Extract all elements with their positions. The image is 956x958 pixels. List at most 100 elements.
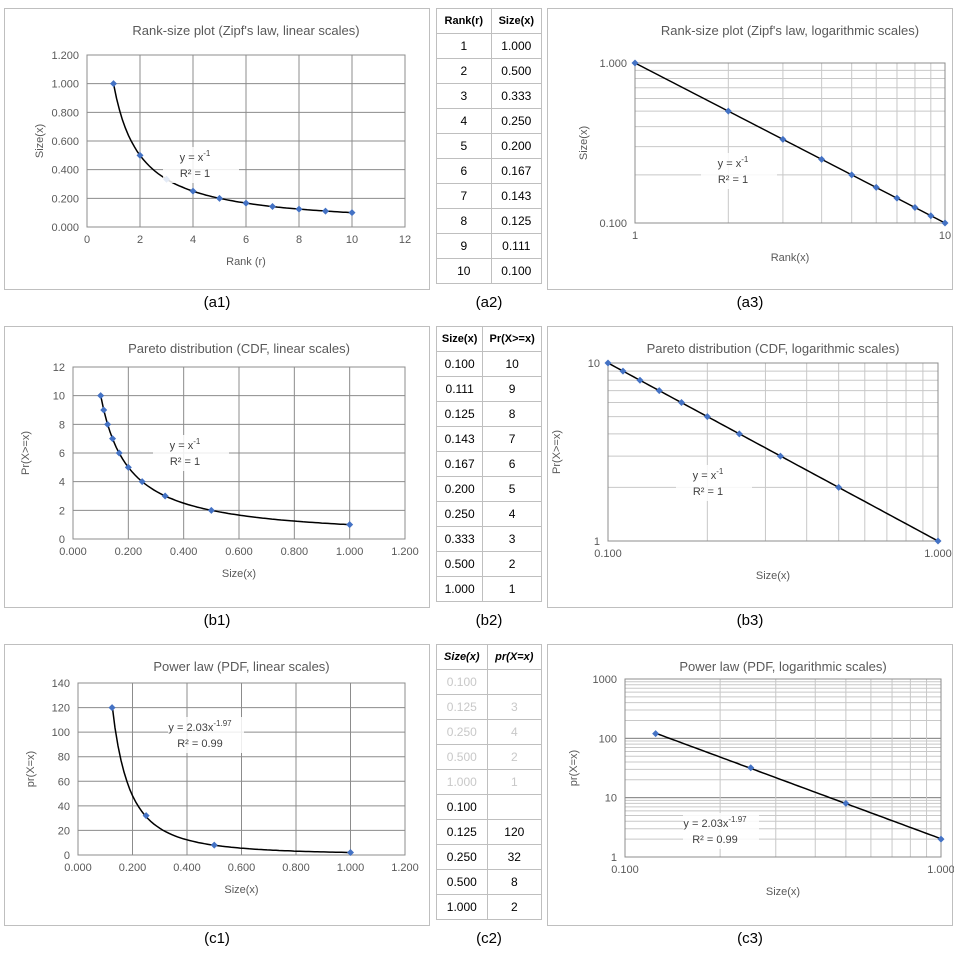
x-tick-label: 1.000	[924, 548, 952, 560]
data-point	[848, 171, 856, 179]
table-cell: 0.100	[490, 258, 543, 284]
equation-background	[683, 813, 759, 849]
x-tick-label: 0.400	[173, 862, 201, 874]
table-cell: 0.111	[435, 376, 484, 402]
table-row: 0.250 4	[436, 719, 543, 745]
table-cell: 0.250	[490, 108, 543, 134]
equation-text: y = x-1	[693, 467, 724, 482]
table-row: 0.100	[436, 794, 543, 820]
x-axis-label: Size(x)	[224, 884, 258, 896]
x-tick-label: 0.100	[594, 548, 622, 560]
data-point	[724, 107, 732, 115]
column-header: pr(X=x)	[486, 644, 543, 670]
equation-text: y = x-1	[718, 155, 749, 170]
y-tick-label: 120	[52, 703, 70, 715]
x-tick-label: 0.200	[115, 546, 143, 558]
trendline	[112, 83, 353, 214]
data-point	[747, 764, 755, 772]
y-tick-label: 10	[53, 391, 65, 403]
table-row: 0.333 3	[435, 526, 542, 552]
y-tick-label: 0.400	[51, 165, 79, 177]
x-tick-label: 1	[632, 230, 638, 242]
data-point	[216, 194, 223, 202]
y-tick-label: 100	[52, 727, 70, 739]
table-cell: 4	[482, 501, 542, 527]
data-point	[269, 203, 276, 211]
table-cell: 1	[482, 576, 542, 602]
table-cell: 8	[482, 401, 542, 427]
plot-area	[86, 54, 406, 228]
table-cell: 0.125	[436, 819, 488, 845]
data-point	[210, 841, 218, 849]
trendline	[634, 62, 946, 224]
y-tick-label: 1	[594, 536, 600, 548]
x-axis-label: Size(x)	[222, 568, 256, 580]
x-tick-label: 1.000	[337, 862, 365, 874]
chart-a1-svg: Rank-size plot (Zipf's law, linear scale…	[34, 23, 411, 268]
table-cell: 10	[482, 351, 542, 377]
table-row: 9 0.111	[436, 233, 543, 259]
data-point	[348, 209, 356, 217]
table-cell: 1.000	[436, 769, 488, 795]
table-row: 0.500 2	[435, 551, 542, 577]
y-tick-label: 20	[58, 825, 70, 837]
x-tick-label: 2	[137, 234, 143, 246]
table-cell: 32	[486, 844, 543, 870]
caption-a2: (a2)	[475, 294, 503, 311]
data-point	[161, 492, 169, 500]
table-row: 4 0.250	[436, 108, 543, 134]
gridlines	[634, 62, 946, 224]
table-cell: 5	[482, 476, 542, 502]
table-cell: 0.100	[435, 351, 484, 377]
table-row: 0.200 5	[435, 476, 542, 502]
y-tick-label: 1000	[593, 674, 617, 686]
data-point	[893, 194, 901, 202]
table-a2: Rank(r) Size(x) 1 1.000 2 0.500 3 0.333 4 0.250 5 0…	[436, 8, 543, 284]
column-header: Size(x)	[436, 644, 488, 670]
table-cell: 4	[436, 108, 492, 134]
table-cell: 8	[486, 869, 543, 895]
x-tick-label: 12	[399, 234, 411, 246]
table-row: 0.500 8	[436, 869, 543, 895]
chart-c3-svg: Power law (PDF, logarithmic scales) 1 10 10…	[568, 659, 954, 898]
table-cell: 9	[436, 233, 492, 259]
table-cell: 0.200	[435, 476, 484, 502]
table-cell: 1.000	[490, 33, 543, 59]
caption-b3: (b3)	[736, 612, 764, 629]
r-squared-text: R² = 1	[718, 174, 748, 186]
plot-area	[624, 678, 942, 858]
x-tick-label: 0.200	[119, 862, 147, 874]
table-header-row: Size(x) Pr(X>=x)	[435, 326, 542, 352]
caption-c1: (c1)	[204, 930, 230, 947]
data-point	[941, 219, 949, 227]
gridlines	[624, 678, 942, 858]
data-point	[911, 203, 919, 211]
x-tick-label: 1.200	[391, 546, 419, 558]
table-row: 1.000 1	[435, 576, 542, 602]
x-tick-label: 0.600	[225, 546, 253, 558]
table-cell: 0.125	[490, 208, 543, 234]
y-tick-label: 10	[588, 358, 600, 370]
equation-text: y = x-1	[170, 437, 201, 452]
data-point	[677, 398, 685, 406]
table-cell	[486, 669, 543, 695]
y-tick-label: 1.000	[51, 79, 79, 91]
gridlines	[77, 682, 406, 856]
data-point	[136, 151, 144, 159]
table-cell: 5	[436, 133, 492, 159]
equation-background	[153, 435, 229, 471]
data-point	[109, 435, 117, 443]
table-cell: 0.500	[435, 551, 484, 577]
x-tick-label: 0.800	[281, 546, 309, 558]
table-cell: 0.125	[436, 694, 488, 720]
data-point	[655, 387, 663, 395]
chart-b3: Pareto distribution (CDF, logarithmic sc…	[547, 326, 953, 608]
y-tick-label: 0.000	[51, 222, 79, 234]
data-point	[934, 537, 942, 545]
table-header-row: Rank(r) Size(x)	[436, 8, 543, 34]
data-point	[189, 187, 197, 195]
table-cell: 0.167	[435, 451, 484, 477]
data-point	[207, 506, 215, 514]
data-point	[242, 199, 250, 207]
table-row: 0.250 4	[435, 501, 542, 527]
